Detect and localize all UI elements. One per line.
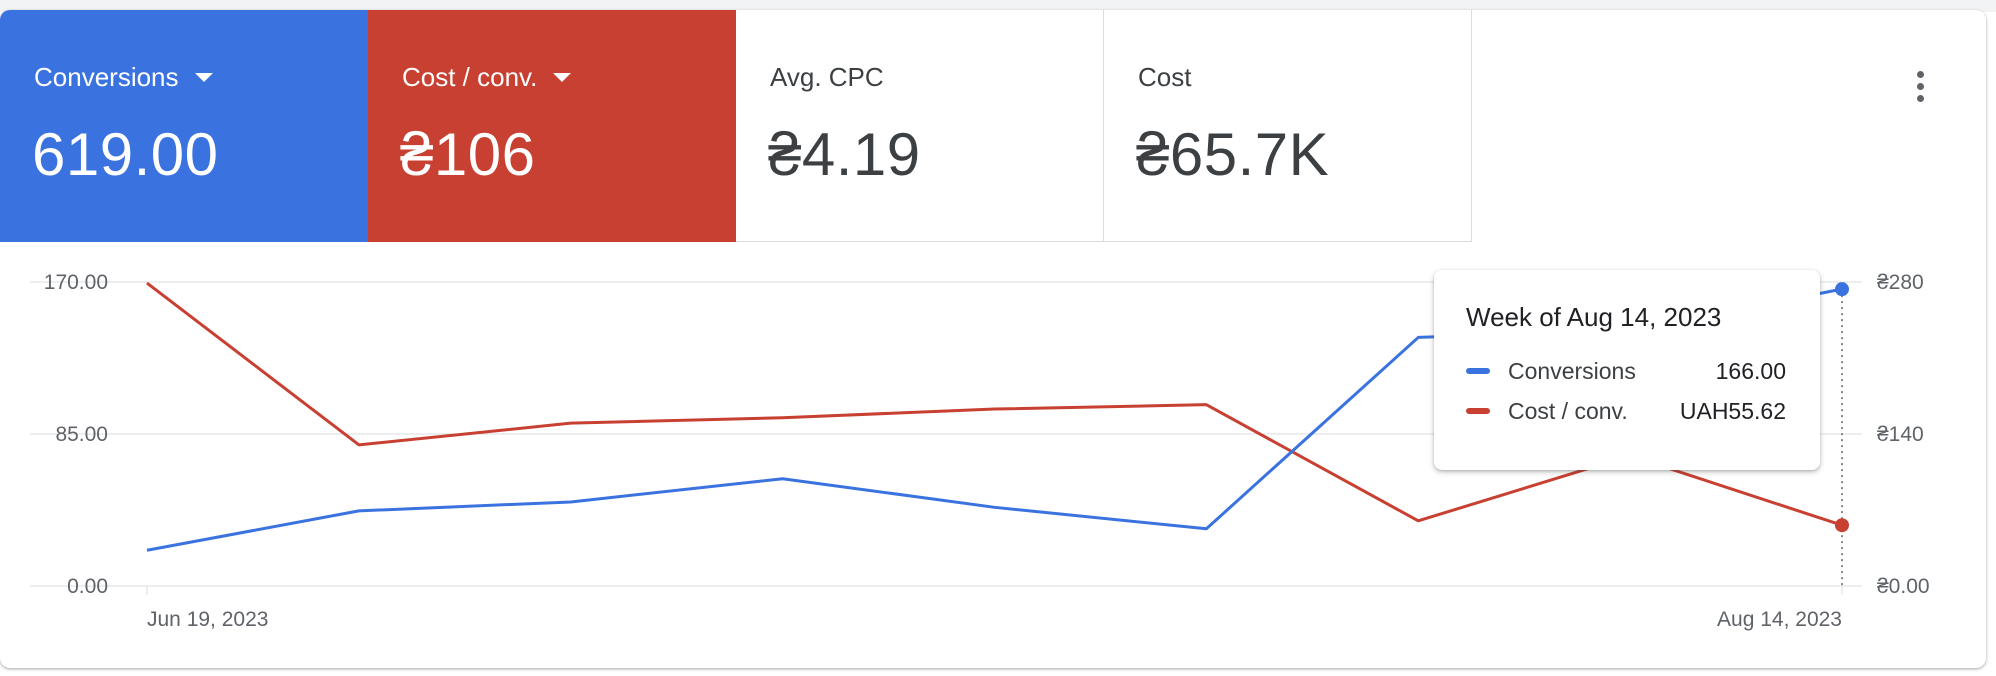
y-left-tick-label: 85.00 (55, 423, 108, 446)
data-point-conversions (1835, 282, 1849, 297)
metric-value: ₴65.7K (1136, 121, 1330, 188)
dropdown-caret-icon[interactable] (553, 73, 572, 82)
x-tick-label: Aug 14, 2023 (1717, 608, 1842, 631)
metric-tile-cost[interactable]: Cost ₴65.7K (1104, 10, 1472, 242)
y-right-tick-label: ₴0.00 (1877, 575, 1930, 598)
tooltip-series-value: 166.00 (1715, 357, 1786, 384)
x-tick-label: Jun 19, 2023 (147, 608, 268, 631)
tooltip-row-cost-per-conv: Cost / conv. UAH55.62 (1466, 391, 1786, 431)
tooltip-series-value: UAH55.62 (1679, 397, 1786, 424)
tooltip-series-name: Conversions (1508, 357, 1636, 384)
series-line-cost-per-conv (146, 281, 1843, 527)
legend-swatch-cost-per-conv (1466, 408, 1490, 414)
metric-tile-cost-per-conv[interactable]: Cost / conv. ₴106 (368, 10, 736, 242)
tooltip-series-name: Cost / conv. (1508, 397, 1628, 424)
metric-tiles: Conversions 619.00 Cost / conv. ₴106 Avg… (0, 10, 1472, 242)
metric-tile-avg-cpc[interactable]: Avg. CPC ₴4.19 (736, 10, 1104, 242)
metric-label: Conversions (34, 62, 179, 92)
chart-tooltip: Week of Aug 14, 2023 Conversions 166.00 … (1434, 270, 1820, 470)
metric-label-wrap: Avg. CPC (770, 62, 884, 93)
metric-label: Cost (1138, 62, 1192, 92)
metric-label: Cost / conv. (402, 62, 538, 92)
more-dot (1916, 70, 1924, 78)
more-dot (1916, 82, 1924, 90)
y-right-tick-label: ₴140 (1877, 423, 1924, 446)
legend-swatch-conversions (1466, 368, 1490, 374)
metric-tile-conversions[interactable]: Conversions 619.00 (0, 10, 368, 242)
tooltip-row-conversions: Conversions 166.00 (1466, 351, 1786, 391)
metric-label-wrap: Cost / conv. (402, 62, 572, 93)
y-right-tick-label: ₴280 (1877, 271, 1924, 294)
metric-value: ₴4.19 (768, 121, 921, 188)
metric-value: 619.00 (32, 121, 219, 188)
metric-label-wrap: Cost (1138, 62, 1191, 93)
more-dot (1916, 94, 1924, 102)
performance-card: Conversions 619.00 Cost / conv. ₴106 Avg… (0, 10, 1986, 668)
more-vert-icon[interactable] (1906, 62, 1934, 110)
metric-label-wrap: Conversions (34, 62, 213, 93)
metric-value: ₴106 (400, 121, 536, 188)
page-background (0, 0, 1996, 12)
data-point-cost-per-conv (1835, 518, 1849, 533)
y-left-tick-label: 0.00 (67, 575, 108, 598)
dropdown-caret-icon[interactable] (194, 73, 213, 82)
y-left-tick-label: 170.00 (44, 271, 108, 294)
tooltip-title: Week of Aug 14, 2023 (1466, 302, 1722, 332)
metric-label: Avg. CPC (770, 62, 884, 92)
